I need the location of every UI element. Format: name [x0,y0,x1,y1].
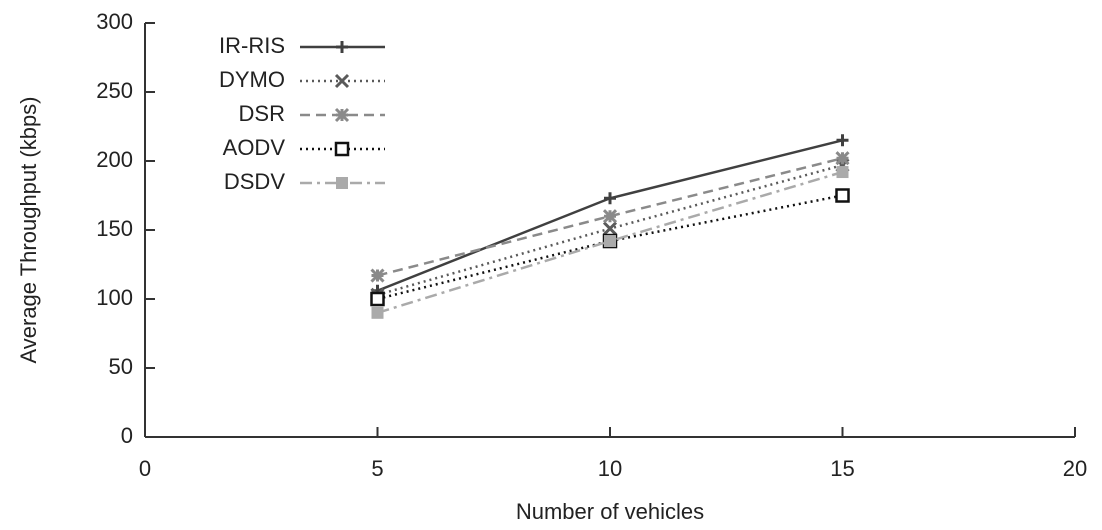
legend-label: AODV [223,135,286,160]
legend-marker [334,141,350,157]
legend-marker [334,107,350,123]
legend-label: DSDV [224,169,285,194]
x-tick-label: 5 [371,456,383,481]
point-marker [604,192,616,205]
legend-marker [336,177,348,189]
y-tick-label: 250 [96,78,133,103]
y-tick-label: 300 [96,9,133,34]
point-marker [836,166,849,179]
x-tick-label: 0 [139,456,151,481]
point-marker [835,188,850,203]
y-axis-title: Average Throughput (kbps) [16,96,41,363]
y-tick-label: 50 [109,354,133,379]
point-marker [835,151,850,166]
legend-label: DSR [239,101,285,126]
x-tick-label: 20 [1063,456,1087,481]
point-marker [604,235,616,248]
y-tick-label: 0 [121,423,133,448]
point-marker [370,291,385,307]
point-marker [836,134,849,147]
x-tick-label: 10 [598,456,622,481]
point-marker [370,268,385,283]
y-tick-label: 200 [96,147,133,172]
series-line [377,194,843,301]
point-marker [602,221,618,236]
y-tick-label: 100 [96,285,133,310]
legend-marker [336,41,348,53]
point-marker [602,209,618,224]
x-tick-label: 15 [830,456,854,481]
x-axis-title: Number of vehicles [516,499,704,524]
legend-label: DYMO [219,67,285,92]
legend-label: IR-RIS [219,33,285,58]
y-tick-label: 150 [96,216,133,241]
point-marker [371,306,384,319]
legend-marker [334,73,350,89]
